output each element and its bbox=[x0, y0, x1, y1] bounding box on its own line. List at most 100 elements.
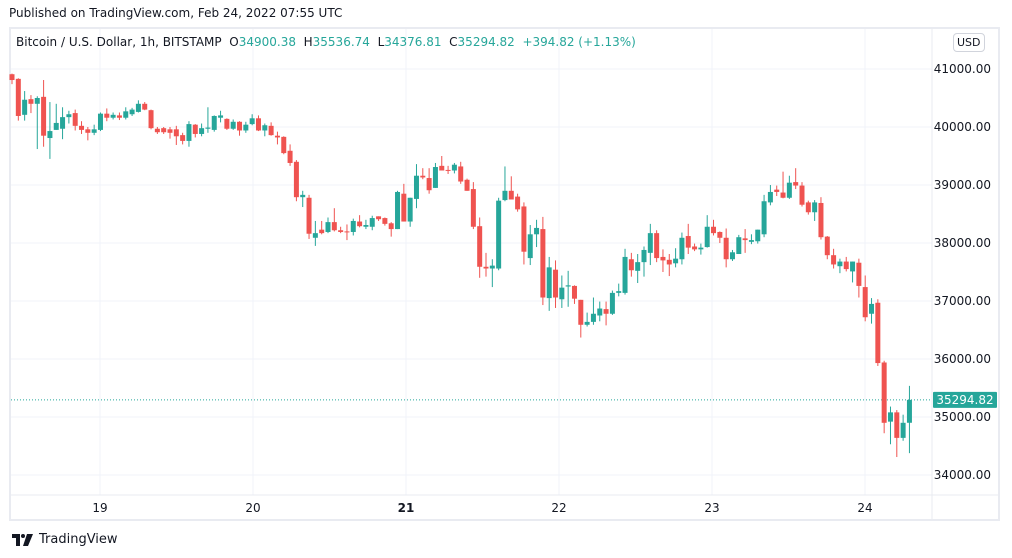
currency-button[interactable]: USD bbox=[953, 33, 985, 52]
candle-body bbox=[508, 190, 514, 200]
candle-body bbox=[654, 233, 660, 259]
candle-body bbox=[767, 191, 773, 203]
candle-body bbox=[420, 175, 426, 178]
candle-body bbox=[786, 182, 792, 198]
candle-body bbox=[192, 124, 198, 134]
candle-body bbox=[850, 261, 856, 272]
candle-body bbox=[224, 118, 230, 129]
candle-body bbox=[799, 185, 805, 205]
candle-body bbox=[729, 252, 735, 260]
candle-body bbox=[502, 190, 508, 201]
y-tick-label: 39000.00 bbox=[934, 178, 991, 192]
candle-body bbox=[616, 291, 622, 293]
candle-body bbox=[496, 200, 502, 269]
y-tick-label: 38000.00 bbox=[934, 236, 991, 250]
candle-body bbox=[647, 233, 653, 253]
candle-body bbox=[104, 113, 110, 118]
candle-body bbox=[515, 196, 521, 210]
candle-body bbox=[116, 115, 122, 118]
candle-body bbox=[780, 192, 786, 198]
candle-body bbox=[748, 240, 754, 242]
candle-body bbox=[831, 255, 837, 265]
candle-body bbox=[274, 135, 280, 138]
candle-body bbox=[578, 299, 584, 325]
y-tick-label: 37000.00 bbox=[934, 294, 991, 308]
candle-body bbox=[717, 231, 723, 238]
candle-body bbox=[464, 179, 470, 191]
candle-body bbox=[97, 113, 103, 130]
candle-body bbox=[869, 303, 875, 314]
candle-body bbox=[679, 237, 685, 260]
close-label: C bbox=[449, 35, 458, 49]
y-tick-label: 35000.00 bbox=[934, 410, 991, 424]
candle-body bbox=[489, 265, 495, 269]
candle-body bbox=[357, 221, 363, 227]
candle-body bbox=[281, 136, 287, 154]
candle-body bbox=[590, 313, 596, 322]
candle-body bbox=[843, 261, 849, 270]
candle-body bbox=[609, 292, 615, 314]
candle-body bbox=[123, 111, 129, 118]
candle-body bbox=[906, 399, 912, 423]
candle-body bbox=[110, 114, 116, 118]
x-tick-label: 19 bbox=[92, 501, 107, 515]
low-value: 34376.81 bbox=[384, 35, 442, 49]
candle-body bbox=[887, 412, 893, 422]
candle-body bbox=[584, 321, 590, 325]
candle-body bbox=[666, 259, 672, 265]
x-tick-label: 20 bbox=[245, 501, 260, 515]
high-value: 35536.74 bbox=[312, 35, 370, 49]
candle-body bbox=[262, 125, 268, 131]
candle-body bbox=[230, 121, 236, 129]
candle-body bbox=[571, 285, 577, 299]
candle-body bbox=[363, 225, 369, 227]
candle-body bbox=[723, 237, 729, 260]
brand-name: TradingView bbox=[39, 532, 118, 547]
candle-body bbox=[34, 98, 40, 104]
candle-body bbox=[470, 189, 476, 227]
y-tick-label: 41000.00 bbox=[934, 62, 991, 76]
candle-body bbox=[395, 191, 401, 230]
open-value: 34900.38 bbox=[238, 35, 296, 49]
candle-body bbox=[312, 233, 318, 238]
candle-body bbox=[483, 266, 489, 269]
tradingview-logo-icon bbox=[12, 533, 33, 546]
candle-body bbox=[692, 246, 698, 250]
candle-body bbox=[350, 220, 356, 232]
y-tick-label: 40000.00 bbox=[934, 120, 991, 134]
candle-body bbox=[439, 165, 445, 171]
candle-body bbox=[85, 129, 91, 133]
candle-body bbox=[698, 247, 704, 250]
candle-body bbox=[635, 262, 641, 271]
candle-body bbox=[881, 362, 887, 423]
candle-body bbox=[401, 193, 407, 222]
candle-body bbox=[243, 124, 249, 131]
candle-body bbox=[135, 103, 141, 112]
candle-body bbox=[28, 99, 34, 104]
candle-body bbox=[900, 422, 906, 438]
candle-body bbox=[344, 231, 350, 233]
candle-body bbox=[742, 238, 748, 241]
candle-body bbox=[856, 262, 862, 286]
candle-body bbox=[41, 96, 47, 136]
candle-body bbox=[451, 164, 457, 171]
candle-body bbox=[685, 236, 691, 248]
candle-body bbox=[527, 234, 533, 259]
candle-body bbox=[875, 302, 881, 364]
candle-body bbox=[521, 206, 527, 252]
candle-body bbox=[142, 103, 148, 110]
footer-brand[interactable]: TradingView bbox=[12, 532, 118, 547]
candle-body bbox=[426, 178, 432, 191]
candle-body bbox=[72, 113, 78, 126]
x-tick-label: 23 bbox=[704, 501, 719, 515]
candle-body bbox=[300, 194, 306, 198]
candle-body bbox=[268, 125, 274, 136]
candle-body bbox=[325, 222, 331, 232]
candle-body bbox=[540, 229, 546, 298]
candle-body bbox=[167, 129, 173, 133]
candle-body bbox=[824, 236, 830, 256]
candle-body bbox=[660, 256, 666, 261]
x-tick-label: 24 bbox=[857, 501, 872, 515]
chart-frame bbox=[9, 27, 1000, 521]
